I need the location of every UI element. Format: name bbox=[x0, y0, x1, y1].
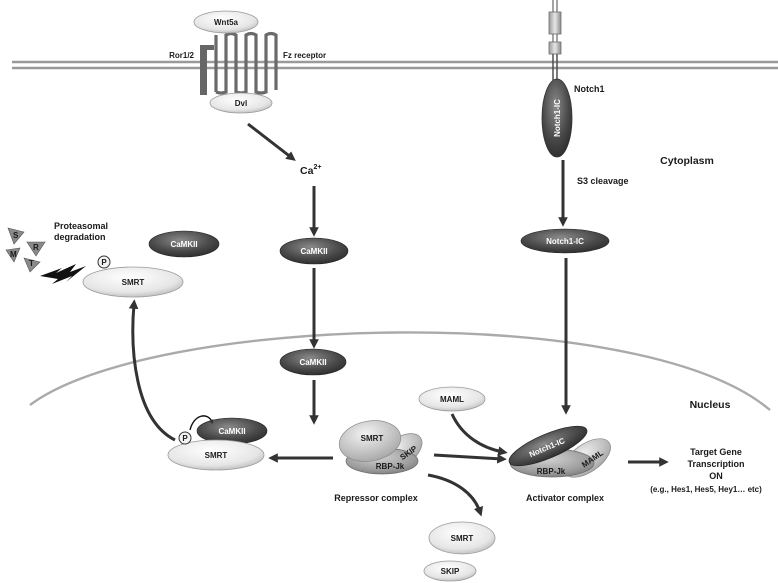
skip-released bbox=[423, 560, 477, 582]
maml-free bbox=[418, 386, 486, 412]
fz-receptor bbox=[214, 31, 278, 95]
notch1-ic-cytoplasm bbox=[520, 228, 610, 254]
smrt-released bbox=[428, 521, 496, 555]
camkii-nucleus-label: CaMKII bbox=[299, 358, 326, 367]
smrt-phospho-label: SMRT bbox=[205, 451, 228, 460]
phospho-nucleus-label: P bbox=[182, 434, 188, 443]
arrow-maml-to-activator bbox=[450, 413, 508, 456]
svg-text:S: S bbox=[13, 231, 19, 240]
repressor-complex-label: Repressor complex bbox=[334, 493, 418, 503]
smrt-repressor bbox=[338, 420, 402, 462]
smrt-cytoplasm-label: SMRT bbox=[122, 278, 145, 287]
skip-released-label: SKIP bbox=[441, 567, 460, 576]
phospho-cytoplasm-label: P bbox=[101, 258, 107, 267]
repressor-complex bbox=[338, 420, 423, 475]
smrt-repressor-label: SMRT bbox=[361, 434, 384, 443]
arrow-repressor-to-activator bbox=[433, 453, 507, 464]
smrt-phospho bbox=[167, 439, 265, 471]
svg-text:M: M bbox=[10, 250, 17, 259]
camkii-phospho-label: CaMKII bbox=[218, 427, 245, 436]
pathway-arrows bbox=[128, 122, 669, 517]
dvl-protein bbox=[209, 92, 273, 114]
maml-free-label: MAML bbox=[440, 395, 464, 404]
nuclear-envelope bbox=[29, 331, 771, 411]
notch1-receptor bbox=[548, 0, 562, 80]
camkii-cytoplasm-left-label: CaMKII bbox=[170, 240, 197, 249]
arrow-release-smrt bbox=[427, 473, 484, 517]
ror-receptor bbox=[200, 45, 214, 95]
target-gene-line1: Target Gene bbox=[690, 447, 742, 457]
s3-cleavage-label: S3 cleavage bbox=[577, 176, 629, 186]
notch1-ic-membrane-label: Notch1-IC bbox=[553, 99, 562, 137]
activator-complex-label: Activator complex bbox=[526, 493, 604, 503]
smrt-released-label: SMRT bbox=[451, 534, 474, 543]
wnt5a-label: Wnt5a bbox=[214, 18, 239, 27]
notch1-ic-activator bbox=[508, 425, 588, 467]
target-gene-line3: ON bbox=[709, 471, 723, 481]
camkii-cytoplasm-left bbox=[148, 230, 220, 258]
lightning-icon bbox=[40, 264, 86, 284]
fz-label: Fz receptor bbox=[283, 51, 326, 60]
calcium-label: Ca2+ bbox=[300, 164, 321, 177]
cytoplasm-label: Cytoplasm bbox=[660, 155, 714, 167]
proteasomal-label: Proteasomal bbox=[54, 221, 108, 231]
wnt5a-ligand bbox=[193, 10, 259, 34]
degradation-label: degradation bbox=[54, 232, 106, 242]
phospho-nucleus bbox=[178, 431, 192, 445]
notch1-label: Notch1 bbox=[574, 84, 605, 94]
notch1-ic-membrane bbox=[541, 78, 573, 158]
dvl-label: Dvl bbox=[235, 99, 247, 108]
plasma-membrane bbox=[12, 60, 778, 70]
camkii-cytoplasm bbox=[279, 237, 349, 265]
target-gene-line4: (e.g., Hes1, Hes5, Hey1… etc) bbox=[650, 485, 762, 494]
rbp-jk-repressor-label: RBP-Jk bbox=[376, 462, 405, 471]
notch1-ic-cytoplasm-label: Notch1-IC bbox=[546, 237, 584, 246]
arrow-smrt-export bbox=[128, 299, 176, 442]
phospho-cytoplasm bbox=[97, 255, 111, 269]
activator-complex bbox=[508, 425, 611, 478]
smrt-cytoplasm bbox=[82, 266, 184, 298]
rbp-jk-activator-label: RBP-Jk bbox=[537, 467, 566, 476]
ror-label: Ror1/2 bbox=[169, 51, 194, 60]
autophospho-arrow bbox=[189, 415, 214, 431]
proteasome-icon: S R M T bbox=[5, 227, 46, 273]
target-gene-line2: Transcription bbox=[687, 459, 744, 469]
camkii-nucleus bbox=[279, 348, 347, 376]
svg-text:T: T bbox=[29, 259, 34, 268]
svg-text:R: R bbox=[33, 243, 39, 252]
nucleus-label: Nucleus bbox=[690, 399, 731, 411]
arrow-dvl-to-ca bbox=[247, 122, 296, 161]
camkii-cytoplasm-label: CaMKII bbox=[300, 247, 327, 256]
